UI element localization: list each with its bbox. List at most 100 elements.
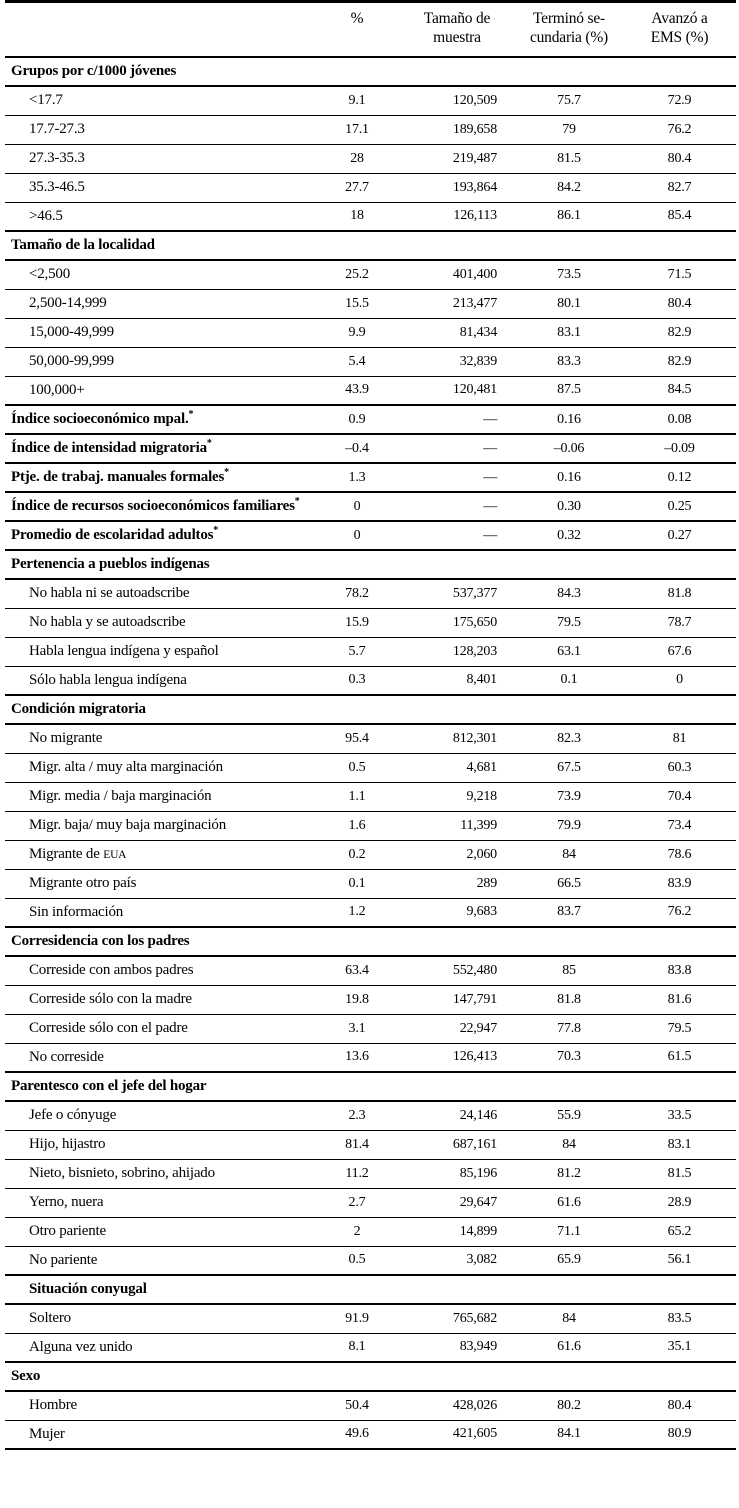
cell-advanced-ems: 81.8 xyxy=(623,578,736,608)
cell-sample-size: 8,401 xyxy=(399,665,515,695)
cell-sample-size: 120,509 xyxy=(399,85,515,115)
table-row: 17.7-27.3 17.1 189,658 79 76.2 xyxy=(5,114,736,144)
table-row: Migr. alta / muy alta marginación 0.5 4,68… xyxy=(5,752,736,782)
cell-advanced-ems: 76.2 xyxy=(623,114,736,144)
cell-percent: 49.6 xyxy=(315,1419,399,1449)
cell-percent: 1.3 xyxy=(315,462,399,493)
descriptive-statistics-table: % Tamaño de muestra Terminó se- cundaria… xyxy=(5,0,736,1450)
cell-finished-secondary: 79.9 xyxy=(515,810,623,840)
cell-finished-secondary: 55.9 xyxy=(515,1100,623,1130)
cell-percent: 81.4 xyxy=(315,1129,399,1159)
table-row: Hijo, hijastro 81.4 687,161 84 83.1 xyxy=(5,1129,736,1159)
cell-finished-secondary: 82.3 xyxy=(515,723,623,753)
cell-sample-size: 22,947 xyxy=(399,1013,515,1043)
cell-sample-size: 32,839 xyxy=(399,346,515,376)
row-label: 50,000-99,999 xyxy=(5,346,315,376)
cell-percent: 2.3 xyxy=(315,1100,399,1130)
cell-advanced-ems: 0.08 xyxy=(623,404,736,435)
measure-row: Índice de recursos socioeconómicos famil… xyxy=(5,491,736,522)
header-percent: % xyxy=(315,1,399,58)
cell-advanced-ems: 82.7 xyxy=(623,172,736,202)
cell-percent: 43.9 xyxy=(315,375,399,405)
cell-percent: 9.1 xyxy=(315,85,399,115)
cell-advanced-ems: 82.9 xyxy=(623,346,736,376)
header-sample-size-line1: Tamaño de xyxy=(423,10,491,27)
cell-percent: 3.1 xyxy=(315,1013,399,1043)
row-label: Correside sólo con el padre xyxy=(5,1013,315,1043)
table-row: No pariente 0.5 3,082 65.9 56.1 xyxy=(5,1245,736,1275)
row-label: 35.3-46.5 xyxy=(5,172,315,202)
row-label: Ptje. de trabaj. manuales formales* xyxy=(5,462,315,493)
measure-row: Índice socioeconómico mpal.* 0.9—0.16 0.08 xyxy=(5,404,736,435)
table-row: Sólo habla lengua indígena 0.3 8,401 0.1 0 xyxy=(5,665,736,695)
table-body: Grupos por c/1000 jóvenes <17.7 9.1 120,509… xyxy=(5,56,736,1449)
cell-percent: 91.9 xyxy=(315,1303,399,1333)
row-label: Jefe o cónyuge xyxy=(5,1100,315,1130)
cell-advanced-ems: 65.2 xyxy=(623,1216,736,1246)
table-row: Correside sólo con el padre 3.1 22,947 77.8… xyxy=(5,1013,736,1043)
section-header-row: Condición migratoria xyxy=(5,694,736,725)
cell-sample-size: 85,196 xyxy=(399,1158,515,1188)
table-row: No habla ni se autoadscribe 78.2 537,377 84… xyxy=(5,578,736,608)
row-label: Promedio de escolaridad adultos* xyxy=(5,520,315,551)
row-label: Índice de intensidad migratoria* xyxy=(5,433,315,464)
cell-percent: 1.2 xyxy=(315,897,399,927)
cell-percent: 2 xyxy=(315,1216,399,1246)
cell-percent: 15.9 xyxy=(315,607,399,637)
cell-percent: 95.4 xyxy=(315,723,399,753)
cell-advanced-ems: 0.27 xyxy=(623,520,736,551)
cell-sample-size: 83,949 xyxy=(399,1332,515,1362)
cell-finished-secondary: 84.3 xyxy=(515,578,623,608)
cell-advanced-ems: 84.5 xyxy=(623,375,736,405)
cell-finished-secondary: 71.1 xyxy=(515,1216,623,1246)
row-label: Nieto, bisnieto, sobrino, ahijado xyxy=(5,1158,315,1188)
cell-percent: 9.9 xyxy=(315,317,399,347)
cell-advanced-ems: 35.1 xyxy=(623,1332,736,1362)
row-label: Otro pariente xyxy=(5,1216,315,1246)
cell-finished-secondary: 85 xyxy=(515,955,623,985)
footnote-marker: * xyxy=(213,525,219,536)
cell-finished-secondary: 77.8 xyxy=(515,1013,623,1043)
row-label: Migrante de EUA xyxy=(5,839,315,869)
footnote-marker: * xyxy=(294,496,300,507)
cell-percent: 0.5 xyxy=(315,1245,399,1275)
cell-advanced-ems: 81 xyxy=(623,723,736,753)
measure-row: Índice de intensidad migratoria* –0.4— –0.… xyxy=(5,433,736,464)
row-label: Correside con ambos padres xyxy=(5,955,315,985)
measure-row: Promedio de escolaridad adultos* 0—0.32 0.… xyxy=(5,520,736,551)
cell-finished-secondary: 79.5 xyxy=(515,607,623,637)
table-row: Habla lengua indígena y español 5.7 128,20… xyxy=(5,636,736,666)
row-label: Yerno, nuera xyxy=(5,1187,315,1217)
row-label: No pariente xyxy=(5,1245,315,1275)
cell-advanced-ems: 0.12 xyxy=(623,462,736,493)
table-row: Otro pariente 2 14,899 71.1 65.2 xyxy=(5,1216,736,1246)
header-row: % Tamaño de muestra Terminó se- cundaria… xyxy=(5,1,736,58)
section-header-row: Pertenencia a pueblos indígenas xyxy=(5,549,736,580)
section-title: Parentesco con el jefe del hogar xyxy=(5,1071,736,1102)
cell-advanced-ems: 80.4 xyxy=(623,1390,736,1420)
cell-percent: 13.6 xyxy=(315,1042,399,1072)
table-header: % Tamaño de muestra Terminó se- cundaria… xyxy=(5,1,736,58)
cell-finished-secondary: 83.7 xyxy=(515,897,623,927)
cell-advanced-ems: 83.9 xyxy=(623,868,736,898)
cell-percent: 63.4 xyxy=(315,955,399,985)
cell-finished-secondary: 65.9 xyxy=(515,1245,623,1275)
cell-advanced-ems: 73.4 xyxy=(623,810,736,840)
header-finished-secondary: Terminó se- cundaria (%) xyxy=(515,1,623,58)
row-label: Índice de recursos socioeconómicos famil… xyxy=(5,491,315,522)
cell-finished-secondary: 0.1 xyxy=(515,665,623,695)
section-header-row: Sexo xyxy=(5,1361,736,1392)
cell-finished-secondary: 0.32 xyxy=(515,520,623,551)
cell-finished-secondary: 75.7 xyxy=(515,85,623,115)
cell-finished-secondary: 81.8 xyxy=(515,984,623,1014)
cell-percent: 19.8 xyxy=(315,984,399,1014)
cell-sample-size: 175,650 xyxy=(399,607,515,637)
cell-finished-secondary: 66.5 xyxy=(515,868,623,898)
cell-percent: 0 xyxy=(315,491,399,522)
cell-advanced-ems: 82.9 xyxy=(623,317,736,347)
cell-percent: 78.2 xyxy=(315,578,399,608)
header-advanced-ems-line2: EMS (%) xyxy=(650,29,709,46)
cell-advanced-ems: 85.4 xyxy=(623,201,736,231)
cell-finished-secondary: 87.5 xyxy=(515,375,623,405)
cell-sample-size: — xyxy=(399,491,515,522)
